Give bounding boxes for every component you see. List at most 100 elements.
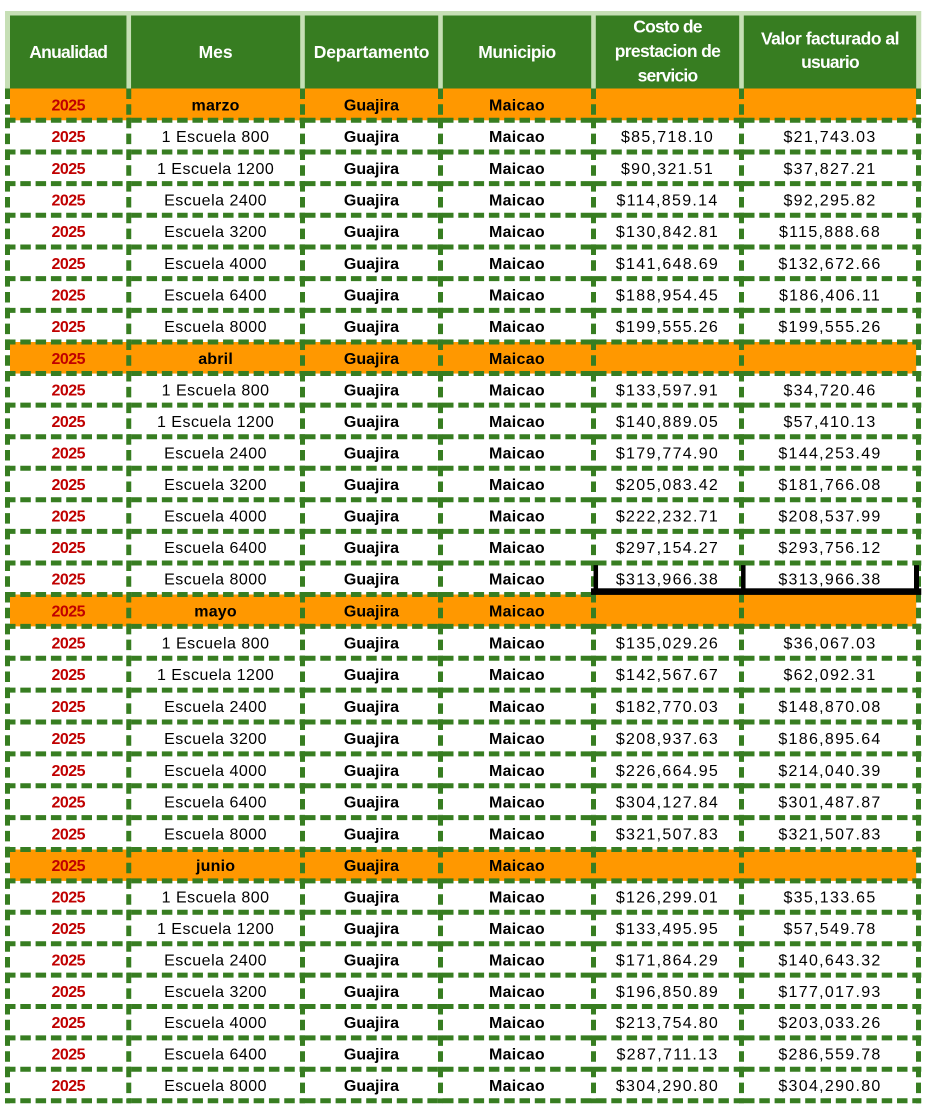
svg-text:$57,549.78: $57,549.78	[783, 921, 876, 938]
svg-text:Guajira: Guajira	[344, 224, 399, 241]
svg-text:Maicao: Maicao	[489, 921, 545, 938]
svg-text:$304,127.84: $304,127.84	[616, 795, 719, 812]
svg-text:Guajira: Guajira	[344, 382, 399, 399]
svg-text:Escuela 8000: Escuela 8000	[164, 1078, 267, 1095]
svg-text:Maicao: Maicao	[489, 129, 545, 146]
svg-text:$37,827.21: $37,827.21	[783, 161, 876, 178]
svg-text:2025: 2025	[51, 1015, 85, 1032]
svg-text:Maicao: Maicao	[489, 858, 545, 875]
svg-text:Maicao: Maicao	[489, 224, 545, 241]
svg-text:Escuela 8000: Escuela 8000	[164, 319, 267, 336]
svg-text:Escuela 8000: Escuela 8000	[164, 572, 267, 589]
svg-text:Guajira: Guajira	[344, 351, 399, 368]
svg-text:1 Escuela 1200: 1 Escuela 1200	[157, 414, 274, 431]
svg-text:Guajira: Guajira	[344, 763, 399, 780]
svg-text:2025: 2025	[51, 224, 85, 241]
svg-text:$140,643.32: $140,643.32	[778, 952, 881, 969]
svg-text:2025: 2025	[51, 1047, 85, 1064]
svg-text:$57,410.13: $57,410.13	[783, 414, 876, 431]
svg-text:Guajira: Guajira	[344, 731, 399, 748]
svg-text:Guajira: Guajira	[344, 890, 399, 907]
svg-text:2025: 2025	[51, 952, 85, 969]
svg-text:1 Escuela 800: 1 Escuela 800	[162, 129, 270, 146]
svg-text:$133,597.91: $133,597.91	[616, 382, 719, 399]
svg-text:mayo: mayo	[194, 603, 237, 620]
svg-text:$90,321.51: $90,321.51	[621, 161, 714, 178]
svg-text:2025: 2025	[51, 763, 85, 780]
svg-text:Guajira: Guajira	[344, 795, 399, 812]
svg-text:$21,743.03: $21,743.03	[783, 129, 876, 146]
svg-text:Maicao: Maicao	[489, 192, 545, 209]
svg-text:Valor facturado al: Valor facturado al	[761, 28, 899, 48]
svg-text:Maicao: Maicao	[489, 319, 545, 336]
svg-text:$199,555.26: $199,555.26	[616, 319, 719, 336]
svg-text:Guajira: Guajira	[344, 603, 399, 620]
svg-text:Guajira: Guajira	[344, 540, 399, 557]
svg-text:Guajira: Guajira	[344, 1078, 399, 1095]
svg-text:$321,507.83: $321,507.83	[616, 827, 719, 844]
svg-text:Maicao: Maicao	[489, 287, 545, 304]
svg-text:$214,040.39: $214,040.39	[778, 763, 881, 780]
svg-text:Maicao: Maicao	[489, 603, 545, 620]
svg-text:marzo: marzo	[192, 97, 240, 114]
svg-text:Costo de: Costo de	[633, 16, 703, 36]
svg-text:prestacion de: prestacion de	[615, 41, 721, 61]
svg-text:Maicao: Maicao	[489, 952, 545, 969]
svg-text:2025: 2025	[51, 603, 85, 620]
svg-text:$293,756.12: $293,756.12	[778, 540, 881, 557]
svg-text:$301,487.87: $301,487.87	[778, 795, 881, 812]
svg-text:Maicao: Maicao	[489, 731, 545, 748]
svg-text:Guajira: Guajira	[344, 509, 399, 526]
svg-text:Guajira: Guajira	[344, 256, 399, 273]
svg-text:Escuela 4000: Escuela 4000	[164, 256, 267, 273]
svg-text:Maicao: Maicao	[489, 351, 545, 368]
svg-text:$203,033.26: $203,033.26	[778, 1015, 881, 1032]
svg-text:2025: 2025	[51, 858, 85, 875]
svg-text:$135,029.26: $135,029.26	[616, 635, 719, 652]
svg-text:abril: abril	[198, 351, 233, 368]
svg-text:2025: 2025	[51, 667, 85, 684]
svg-text:1 Escuela 1200: 1 Escuela 1200	[157, 161, 274, 178]
svg-text:$182,770.03: $182,770.03	[616, 699, 719, 716]
svg-text:Maicao: Maicao	[489, 161, 545, 178]
svg-text:$148,870.08: $148,870.08	[778, 699, 881, 716]
svg-text:$62,092.31: $62,092.31	[783, 667, 876, 684]
svg-text:$313,966.38: $313,966.38	[616, 572, 719, 589]
svg-text:Escuela 3200: Escuela 3200	[164, 731, 267, 748]
svg-text:2025: 2025	[51, 795, 85, 812]
svg-text:Maicao: Maicao	[489, 477, 545, 494]
svg-text:Escuela 2400: Escuela 2400	[164, 699, 267, 716]
svg-text:2025: 2025	[51, 161, 85, 178]
svg-text:2025: 2025	[51, 509, 85, 526]
svg-text:Escuela 3200: Escuela 3200	[164, 224, 267, 241]
svg-text:2025: 2025	[51, 635, 85, 652]
svg-text:1 Escuela 800: 1 Escuela 800	[162, 635, 270, 652]
svg-text:$304,290.80: $304,290.80	[778, 1078, 881, 1095]
svg-text:Maicao: Maicao	[489, 667, 545, 684]
svg-text:2025: 2025	[51, 827, 85, 844]
svg-text:$199,555.26: $199,555.26	[778, 319, 881, 336]
svg-text:Guajira: Guajira	[344, 635, 399, 652]
svg-text:2025: 2025	[51, 699, 85, 716]
svg-text:1 Escuela 800: 1 Escuela 800	[162, 382, 270, 399]
svg-text:Guajira: Guajira	[344, 414, 399, 431]
svg-text:Maicao: Maicao	[489, 445, 545, 462]
svg-text:Maicao: Maicao	[489, 1015, 545, 1032]
svg-text:Maicao: Maicao	[489, 256, 545, 273]
svg-text:Guajira: Guajira	[344, 1047, 399, 1064]
svg-text:2025: 2025	[51, 414, 85, 431]
svg-text:Escuela 2400: Escuela 2400	[164, 445, 267, 462]
svg-text:$181,766.08: $181,766.08	[778, 477, 881, 494]
svg-text:2025: 2025	[51, 129, 85, 146]
svg-text:Escuela 8000: Escuela 8000	[164, 827, 267, 844]
svg-text:1 Escuela 1200: 1 Escuela 1200	[157, 667, 274, 684]
svg-text:Guajira: Guajira	[344, 667, 399, 684]
svg-text:$186,406.11: $186,406.11	[779, 287, 881, 304]
svg-text:2025: 2025	[51, 477, 85, 494]
svg-text:$141,648.69: $141,648.69	[616, 256, 719, 273]
svg-text:2025: 2025	[51, 319, 85, 336]
svg-text:usuario: usuario	[801, 52, 859, 72]
svg-text:2025: 2025	[51, 890, 85, 907]
svg-text:$205,083.42: $205,083.42	[616, 477, 719, 494]
svg-text:Maicao: Maicao	[489, 699, 545, 716]
